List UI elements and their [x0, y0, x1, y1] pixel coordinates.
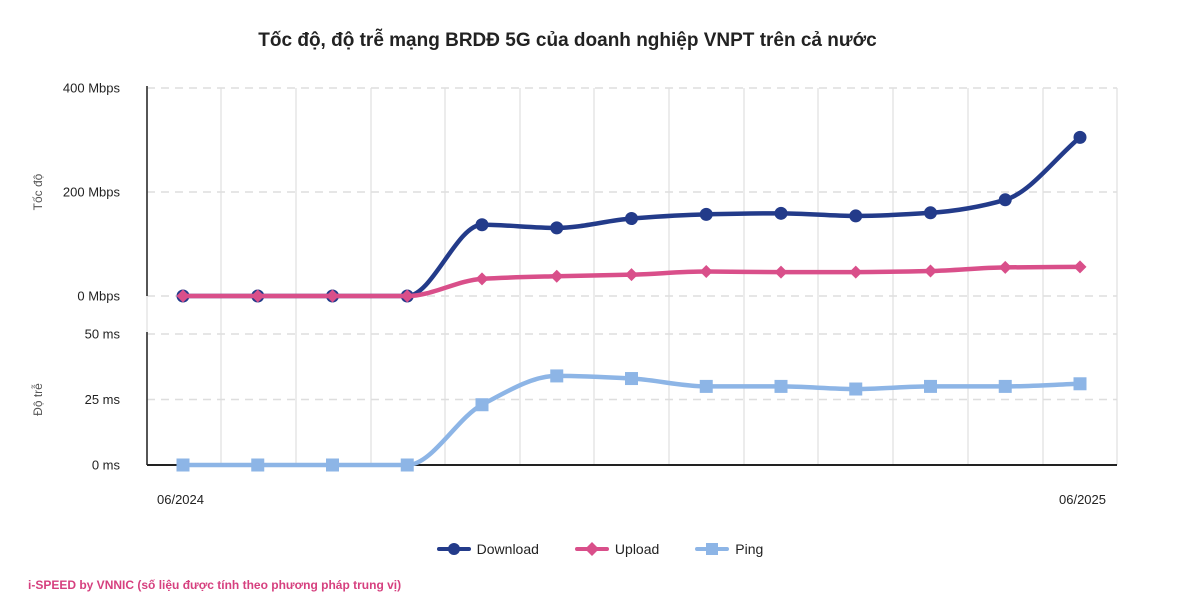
- ping-point: [998, 379, 1012, 393]
- square-marker-icon: [695, 543, 730, 555]
- ping-series-line: [180, 373, 1083, 468]
- legend-label: Ping: [735, 541, 764, 557]
- upload-point: [251, 289, 265, 303]
- y-tick-label: 25 ms: [85, 392, 121, 407]
- y-axis-title: Độ trễ: [30, 383, 45, 416]
- upload-point: [326, 289, 339, 303]
- upload-point: [849, 265, 863, 279]
- ping-point: [475, 398, 489, 412]
- legend-square: [706, 543, 719, 555]
- x-tick-label: 06/2025: [1059, 492, 1106, 507]
- footer-note: i-SPEED by VNNIC (số liệu được tính theo…: [28, 578, 402, 592]
- ping-point: [849, 382, 863, 396]
- y-tick-label: 0 Mbps: [77, 289, 120, 304]
- upload-point: [924, 264, 937, 278]
- download-point: [774, 206, 788, 220]
- ping-point: [326, 458, 339, 472]
- legend: Download Upload Ping: [0, 541, 1200, 557]
- chart-title: Tốc độ, độ trễ mạng BRDĐ 5G của doanh ng…: [258, 30, 877, 51]
- ping-point: [176, 458, 190, 472]
- y-tick-label: 0 ms: [92, 458, 121, 473]
- x-tick-label: 06/2024: [157, 492, 204, 507]
- upload-point: [1073, 260, 1087, 274]
- ping-point: [699, 379, 713, 393]
- grid-layer: [146, 87, 1118, 466]
- ping-point: [1073, 377, 1087, 391]
- ping-point: [251, 458, 265, 472]
- download-point: [998, 193, 1012, 207]
- diamond-marker-icon: [574, 542, 609, 556]
- upload-point: [400, 289, 414, 303]
- ping-point: [924, 379, 937, 393]
- ping-point: [774, 379, 788, 393]
- label-layer: 0 Mbps 200 Mbps 400 Mbps Tốc độ 0 ms 25 ms 50 …: [30, 81, 1106, 508]
- y-tick-label: 200 Mbps: [63, 185, 121, 200]
- download-point: [849, 209, 863, 223]
- download-point: [550, 221, 564, 235]
- download-point: [699, 207, 713, 221]
- legend-label: Upload: [614, 541, 660, 557]
- download-point: [475, 218, 489, 232]
- legend-circle: [447, 543, 460, 555]
- legend-item-download[interactable]: Download: [436, 541, 539, 557]
- upload-point: [625, 268, 638, 282]
- legend-item-ping[interactable]: Ping: [695, 541, 763, 557]
- upload-point: [998, 260, 1012, 274]
- y-tick-label: 50 ms: [85, 327, 121, 342]
- circle-marker-icon: [436, 543, 471, 555]
- upload-point: [550, 269, 564, 283]
- upload-point: [176, 289, 190, 303]
- ping-point: [550, 369, 564, 383]
- ping-point: [625, 372, 638, 386]
- legend-diamond: [584, 542, 599, 556]
- upload-point: [774, 265, 788, 279]
- download-point: [1073, 130, 1087, 144]
- download-point: [625, 212, 638, 226]
- y-tick-label: 400 Mbps: [63, 81, 121, 96]
- download-point: [924, 206, 937, 220]
- upload-point: [699, 265, 713, 279]
- upload-point: [475, 272, 489, 286]
- series-layer: [176, 130, 1087, 472]
- ping-point: [400, 458, 414, 472]
- legend-item-upload[interactable]: Upload: [574, 541, 660, 557]
- legend-label: Download: [476, 541, 539, 557]
- y-axis-title: Tốc độ: [31, 173, 45, 210]
